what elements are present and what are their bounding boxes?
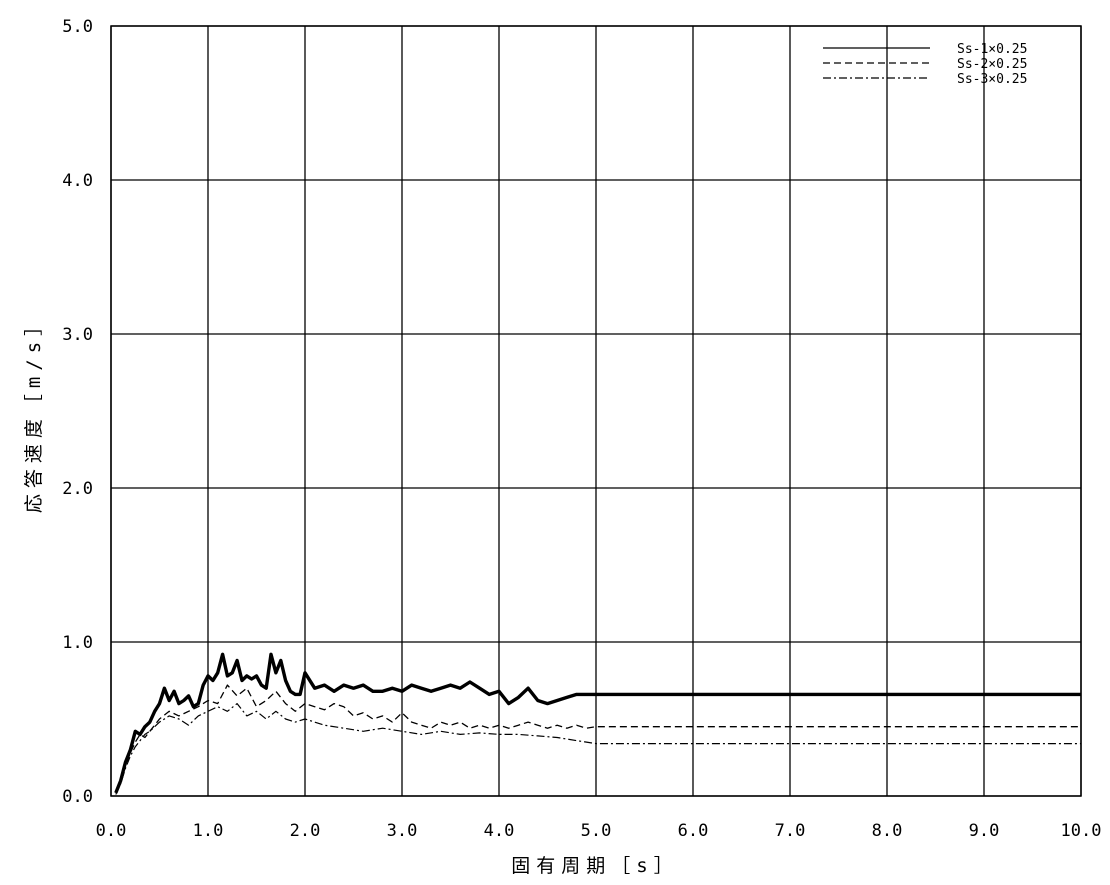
x-tick-label: 2.0 [290, 821, 321, 841]
y-tick-label: 3.0 [62, 325, 93, 345]
legend-label-3: Ss-3×0.25 [957, 72, 1027, 87]
x-tick-label: 9.0 [969, 821, 1000, 841]
legend-label-2: Ss-2×0.25 [957, 57, 1027, 72]
plot-frame [110, 25, 1082, 797]
series-line-3 [115, 702, 1081, 795]
x-tick-label: 1.0 [193, 821, 224, 841]
x-tick-label: 5.0 [581, 821, 612, 841]
x-tick-label: 4.0 [484, 821, 515, 841]
grid-layer [110, 25, 1082, 797]
x-tick-label: 0.0 [96, 821, 127, 841]
series-line-1 [114, 652, 1081, 794]
y-tick-label: 4.0 [62, 171, 93, 191]
y-tick-label: 2.0 [62, 479, 93, 499]
x-tick-label: 3.0 [387, 821, 418, 841]
tick-layer: 0.0 1.0 2.0 3.0 4.0 5.0 6.0 7.0 8.0 9.0 10.0 0.0 1.0… [62, 17, 1101, 841]
legend-label-1: Ss-1×0.25 [957, 42, 1027, 57]
x-tick-label: 6.0 [678, 821, 709, 841]
y-tick-label: 5.0 [62, 17, 93, 37]
x-axis-title: 固有周期［s］ [511, 855, 678, 877]
series-layer [114, 652, 1081, 795]
x-tick-label: 10.0 [1061, 821, 1102, 841]
x-tick-label: 8.0 [872, 821, 903, 841]
series-line-2 [115, 684, 1081, 794]
x-tick-label: 7.0 [775, 821, 806, 841]
y-axis-title: 応答速度［m/s］ [23, 311, 45, 513]
y-tick-label: 0.0 [62, 787, 93, 807]
y-tick-label: 1.0 [62, 633, 93, 653]
